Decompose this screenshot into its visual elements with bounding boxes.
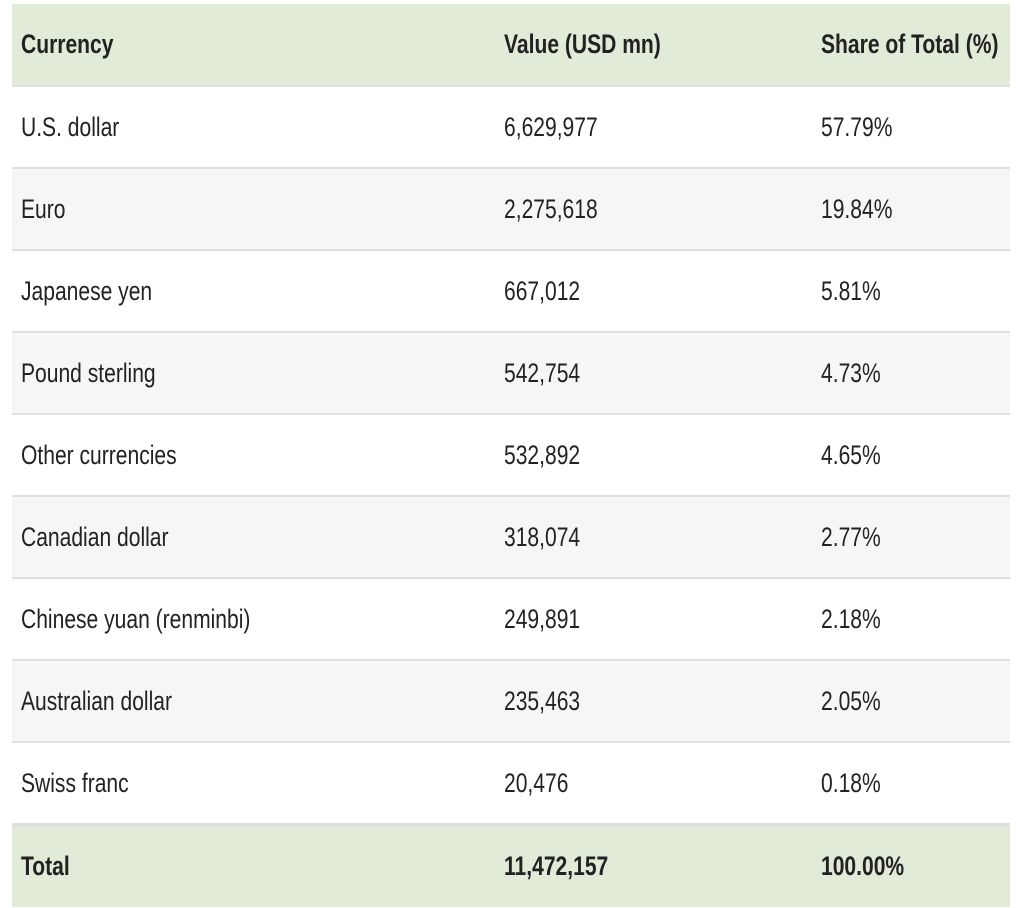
table-row: Other currencies 532,892 4.65% [12,415,1010,497]
table-cell: 19.84% [821,193,893,224]
table-cell: 2.77% [821,521,881,552]
table-cell: Australian dollar [21,685,173,716]
table-row: Australian dollar 235,463 2.05% [12,661,1010,743]
table-cell: 4.73% [821,357,881,388]
table-row: Pound sterling 542,754 4.73% [12,333,1010,415]
table-cell: Swiss franc [21,767,129,798]
table-cell: 667,012 [504,275,581,306]
table-cell: Total [21,851,70,881]
table-cell: 532,892 [504,439,581,470]
table-row: Japanese yen 667,012 5.81% [12,251,1010,333]
table-cell: 57.79% [821,111,893,142]
table-row: Canadian dollar 318,074 2.77% [12,497,1010,579]
header-row: Currency Value (USD mn) Share of Total (%) [12,4,1010,87]
table-cell: Pound sterling [21,357,156,388]
table-cell: Canadian dollar [21,521,169,552]
table-cell: 5.81% [821,275,881,306]
table-cell: 6,629,977 [504,111,598,142]
table-cell: 542,754 [504,357,581,388]
table-cell: Japanese yen [21,275,153,306]
table-cell: Share of Total (%) [821,29,999,59]
table-cell: 0.18% [821,767,881,798]
table-cell: Other currencies [21,439,177,470]
table-cell: 318,074 [504,521,581,552]
table-cell: Currency [21,29,114,59]
table-cell: 249,891 [504,603,581,634]
table-cell: 2,275,618 [504,193,598,224]
table-row: Chinese yuan (renminbi) 249,891 2.18% [12,579,1010,661]
table-cell: Euro [21,193,66,224]
table-cell: 11,472,157 [504,851,609,881]
table-cell: 4.65% [821,439,881,470]
table-cell: 2.05% [821,685,881,716]
table-cell: 100.00% [821,851,905,881]
table-row: Euro 2,275,618 19.84% [12,169,1010,251]
currency-table: Currency Value (USD mn) Share of Total (%)… [12,4,1010,907]
table-cell: U.S. dollar [21,111,120,142]
table-row: U.S. dollar 6,629,977 57.79% [12,87,1010,169]
table-cell: Chinese yuan (renminbi) [21,603,251,634]
table-cell: 235,463 [504,685,581,716]
table-cell: Value (USD mn) [504,29,661,59]
total-row: Total 11,472,157 100.00% [12,825,1010,907]
table-cell: 2.18% [821,603,881,634]
table-cell: 20,476 [504,767,569,798]
table-row: Swiss franc 20,476 0.18% [12,743,1010,825]
